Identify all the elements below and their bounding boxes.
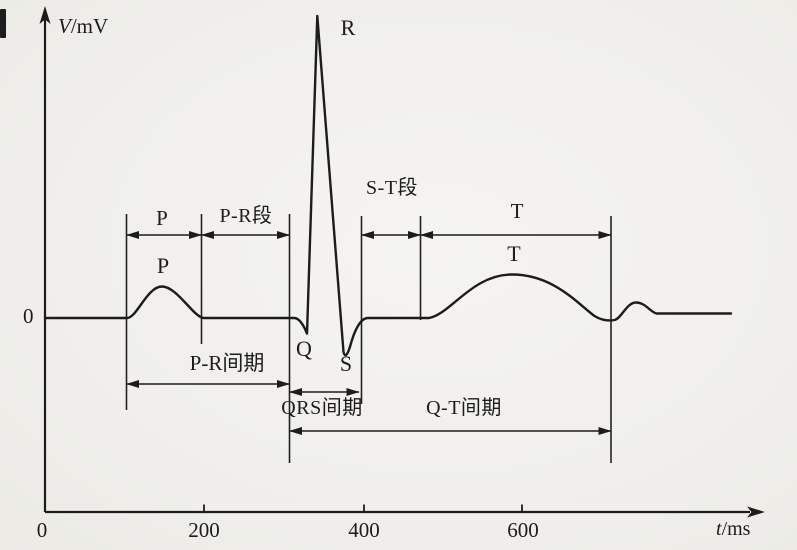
st-segment-label: S-T段: [366, 177, 418, 199]
qt-interval-label: Q-T间期: [426, 397, 502, 419]
x-tick-label-400: 400: [348, 518, 380, 542]
q-wave-label: Q: [296, 336, 312, 361]
x-axis-unit: /ms: [721, 518, 751, 540]
t-span-label: T: [510, 199, 524, 223]
x-axis-arrowhead-icon: [747, 506, 765, 518]
x-tick-label-600: 600: [507, 518, 539, 542]
y-axis-variable: V: [58, 14, 71, 38]
p-wave-label: P: [156, 253, 170, 278]
scan-artifact-mark: [0, 9, 6, 38]
y-axis-label: V/mV: [58, 15, 108, 37]
pr-segment-label: P-R段: [219, 205, 273, 227]
x-axis-variable: t: [716, 518, 722, 540]
pr-interval-label: P-R间期: [189, 351, 265, 375]
x-tick-label-0: 0: [36, 518, 48, 542]
ecg-waveform-trace: [43, 14, 733, 357]
s-wave-label: S: [339, 351, 353, 376]
y-axis-arrowhead-icon: [39, 6, 51, 24]
x-axis-label: t/ms: [716, 519, 750, 540]
r-wave-label: R: [340, 15, 356, 40]
p-span-label: P: [156, 206, 168, 230]
y-axis-unit: /mV: [70, 14, 109, 38]
x-tick-label-200: 200: [188, 518, 220, 542]
t-wave-label: T: [507, 241, 521, 266]
qrs-interval-label: QRS间期: [281, 397, 363, 419]
y-zero-label: 0: [23, 304, 34, 328]
